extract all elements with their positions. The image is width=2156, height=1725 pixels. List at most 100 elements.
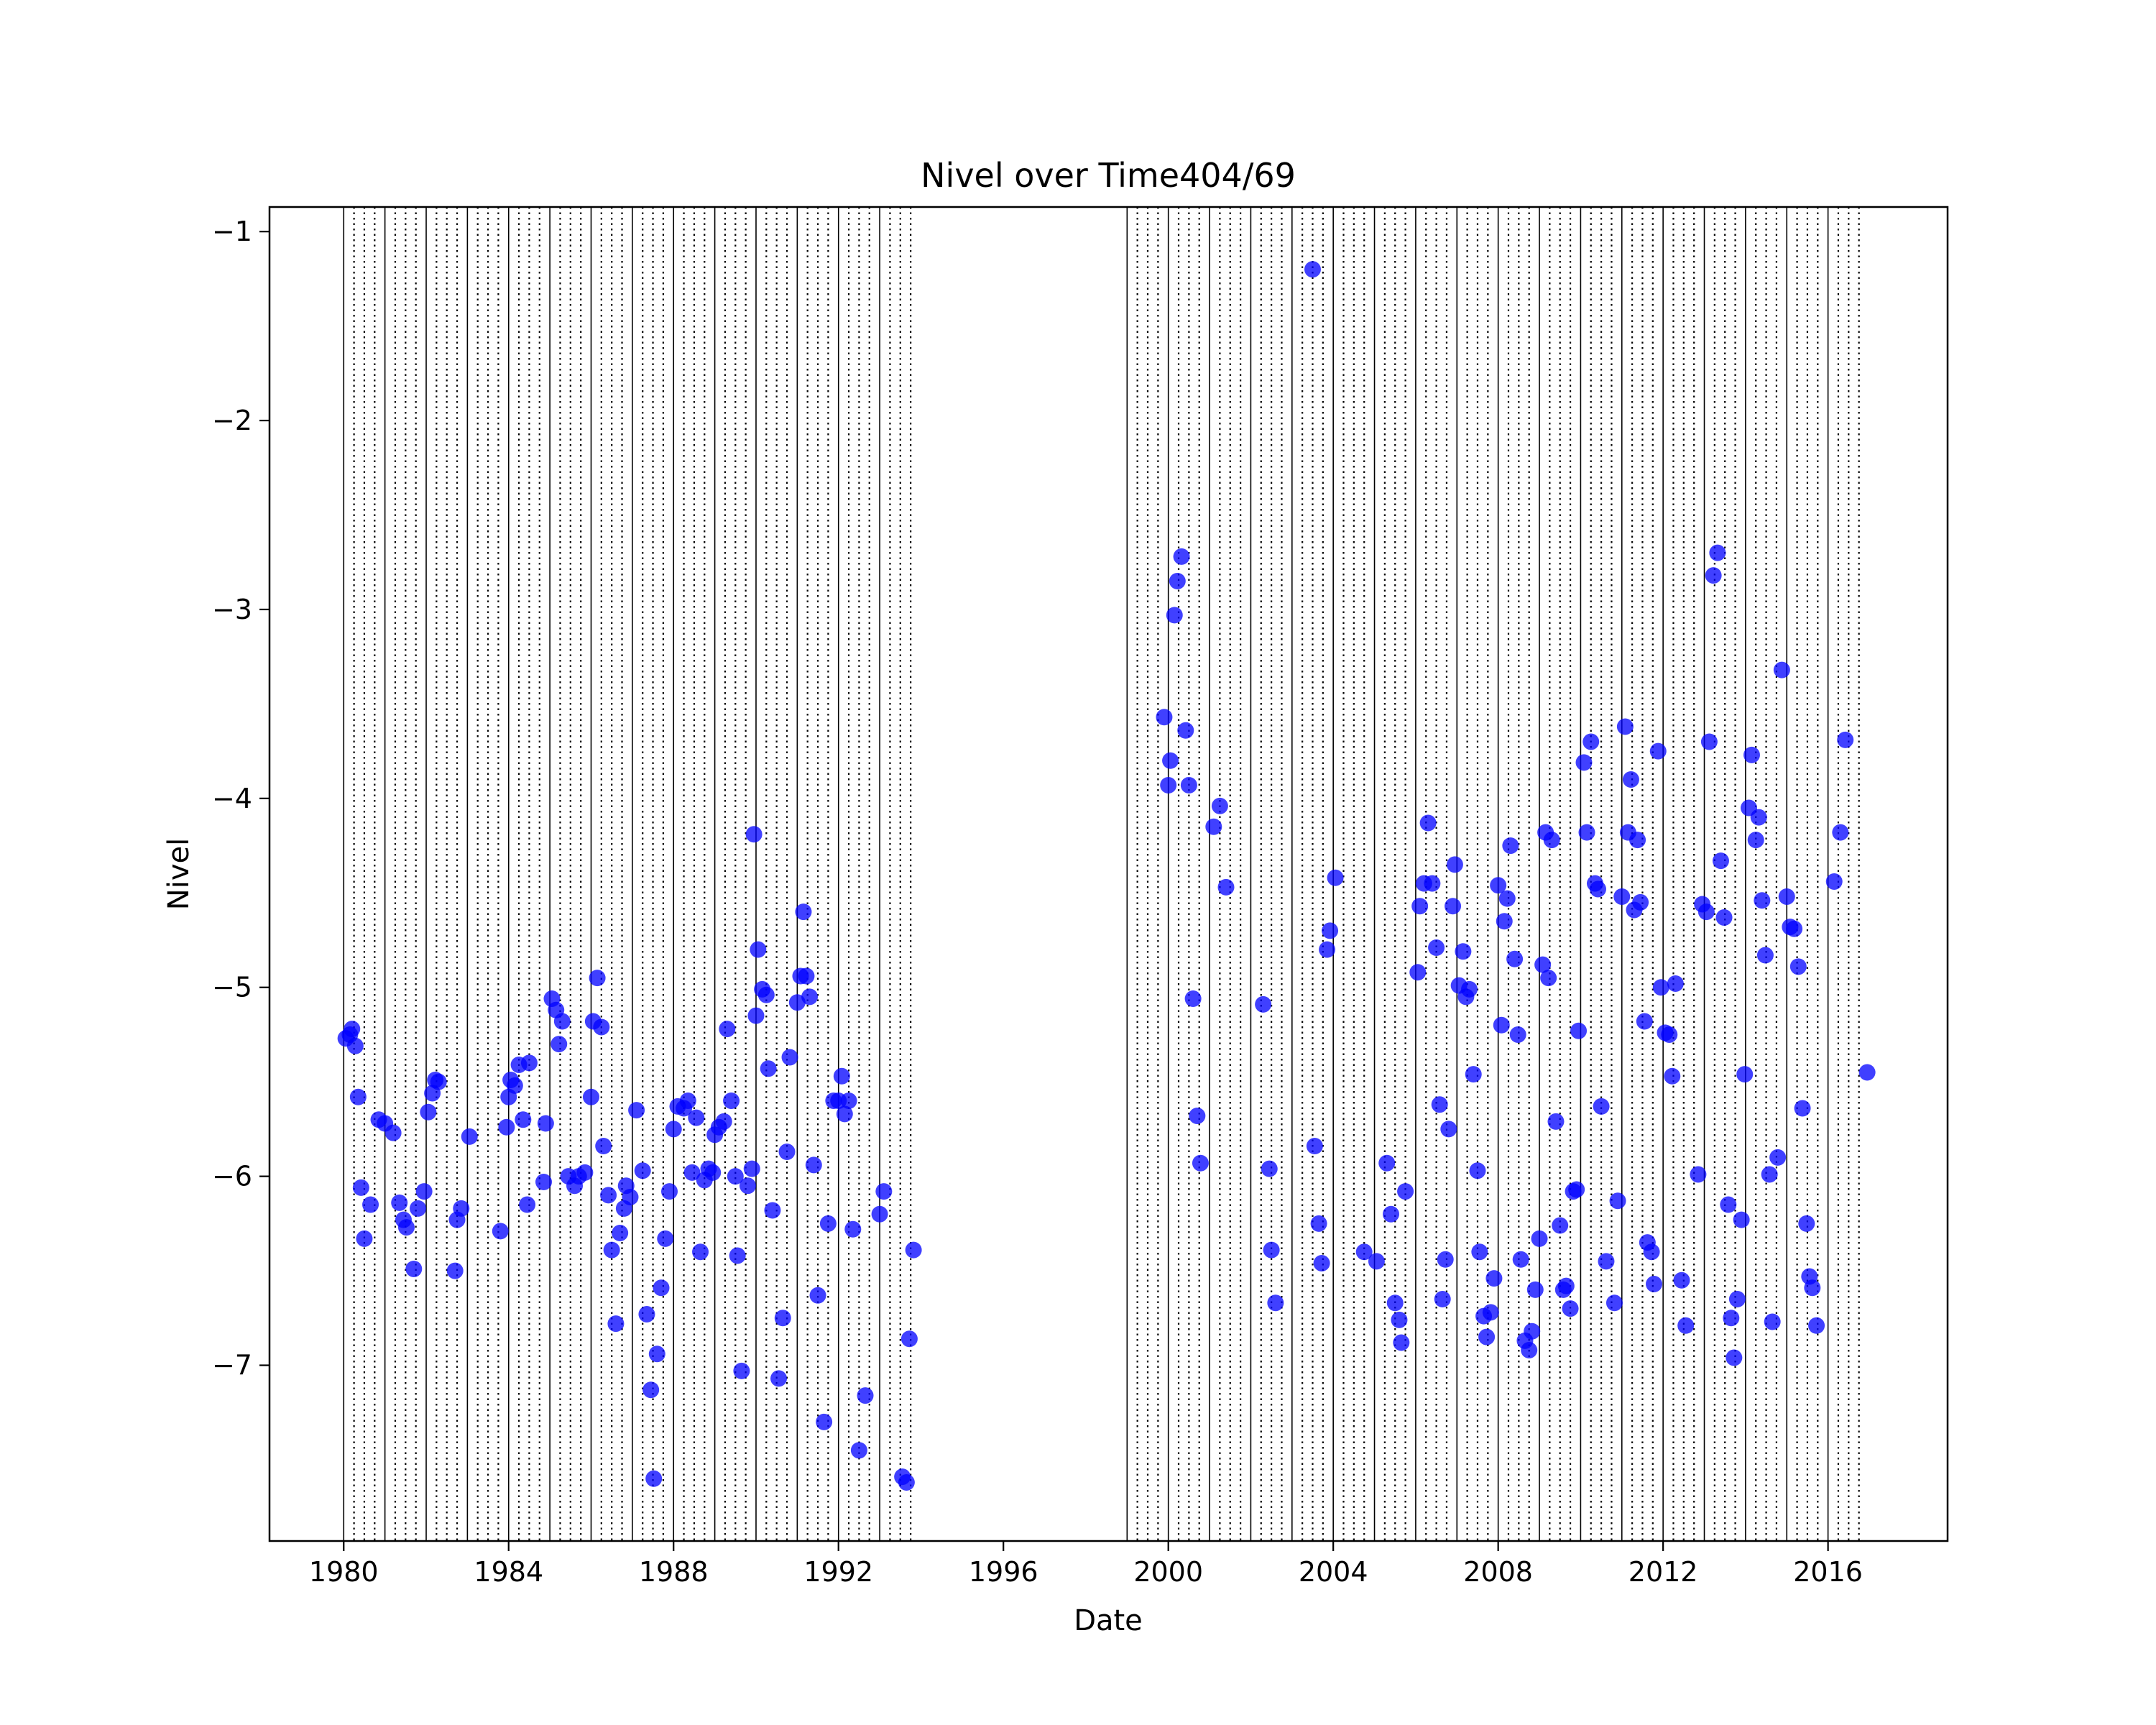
data-point: [537, 1115, 554, 1132]
data-point: [1575, 754, 1593, 771]
data-point: [520, 1054, 538, 1072]
data-point: [397, 1219, 415, 1236]
y-tick-label: −2: [212, 405, 252, 436]
data-point: [723, 1092, 740, 1109]
data-point: [653, 1279, 670, 1297]
data-point-group: [337, 261, 1876, 1491]
data-point: [642, 1381, 660, 1399]
data-point: [1184, 990, 1202, 1008]
data-point: [1613, 888, 1631, 906]
data-point: [745, 826, 763, 843]
data-point: [349, 1088, 367, 1105]
data-point: [1482, 1304, 1499, 1321]
data-point: [1649, 742, 1667, 760]
data-point: [1652, 979, 1669, 996]
data-point: [747, 1007, 765, 1024]
data-point: [1440, 1121, 1457, 1138]
data-point: [801, 988, 819, 1006]
data-point: [1723, 1310, 1740, 1327]
data-point: [622, 1189, 639, 1206]
data-point: [798, 967, 815, 985]
data-point: [760, 1060, 777, 1077]
data-point: [1750, 809, 1767, 826]
x-tick-label: 1992: [803, 1556, 873, 1588]
data-point: [719, 1021, 736, 1038]
data-point: [1180, 776, 1197, 794]
data-point: [589, 970, 606, 987]
data-point: [770, 1370, 788, 1387]
data-point: [743, 1160, 760, 1177]
data-point: [1837, 731, 1854, 748]
data-point: [1728, 1291, 1746, 1308]
data-point: [1664, 1067, 1681, 1085]
data-point: [1192, 1154, 1209, 1172]
data-point: [519, 1196, 536, 1213]
data-point: [391, 1194, 408, 1211]
data-point: [833, 1067, 850, 1085]
data-point: [1583, 733, 1600, 750]
data-point: [1764, 1313, 1781, 1330]
data-point: [1709, 544, 1726, 561]
data-point: [1524, 1322, 1541, 1340]
data-point: [1743, 746, 1760, 763]
data-point: [1667, 975, 1684, 992]
data-point: [1446, 856, 1463, 873]
data-point: [1460, 980, 1478, 998]
y-axis-label: Nivel: [162, 838, 195, 910]
data-point: [1162, 752, 1179, 769]
plot-frame: [268, 206, 1949, 1542]
data-point: [1431, 1096, 1448, 1113]
data-point: [1156, 709, 1173, 726]
data-point: [774, 1310, 791, 1327]
data-point: [857, 1387, 874, 1404]
data-point: [1673, 1271, 1690, 1289]
data-point: [1397, 1183, 1414, 1200]
data-point: [683, 1164, 701, 1181]
data-point: [1593, 1098, 1610, 1115]
data-point: [1609, 1192, 1626, 1210]
data-point: [875, 1183, 893, 1200]
data-point: [648, 1346, 665, 1363]
data-point: [1756, 947, 1774, 964]
x-tick-label: 1988: [639, 1556, 709, 1588]
data-point: [795, 903, 812, 921]
data-point: [900, 1330, 918, 1348]
data-point: [1177, 722, 1194, 739]
data-point: [660, 1183, 678, 1200]
data-point: [840, 1092, 857, 1109]
data-point: [1606, 1294, 1623, 1312]
data-point: [898, 1474, 915, 1491]
data-point: [607, 1315, 625, 1333]
data-point: [1498, 890, 1516, 907]
x-tick-label: 1996: [969, 1556, 1038, 1588]
data-point: [1490, 877, 1507, 894]
data-point: [757, 986, 775, 1003]
data-point: [1411, 898, 1429, 915]
x-tick-label: 1980: [309, 1556, 379, 1588]
data-point: [1646, 1275, 1663, 1292]
data-point: [1773, 661, 1790, 678]
data-point: [1434, 1291, 1451, 1308]
data-point: [750, 941, 767, 958]
data-point: [1616, 718, 1634, 735]
x-tick-label: 2012: [1628, 1556, 1698, 1588]
data-point: [1552, 1217, 1569, 1234]
data-point: [688, 1109, 705, 1126]
data-point: [1391, 1311, 1408, 1328]
data-point: [1465, 1066, 1482, 1083]
data-point: [1534, 956, 1552, 973]
data-point: [410, 1200, 427, 1217]
data-point: [595, 1138, 612, 1155]
data-point: [506, 1077, 523, 1094]
data-point: [576, 1164, 594, 1181]
data-point: [1506, 950, 1524, 967]
y-tick-label: −7: [212, 1350, 252, 1381]
data-point: [764, 1202, 781, 1219]
data-point: [1747, 832, 1764, 849]
data-point: [1712, 852, 1729, 870]
data-point: [356, 1230, 373, 1247]
data-point: [1255, 995, 1272, 1013]
data-point: [1368, 1253, 1385, 1270]
data-point: [1267, 1294, 1284, 1312]
x-tick-label: 2000: [1133, 1556, 1203, 1588]
